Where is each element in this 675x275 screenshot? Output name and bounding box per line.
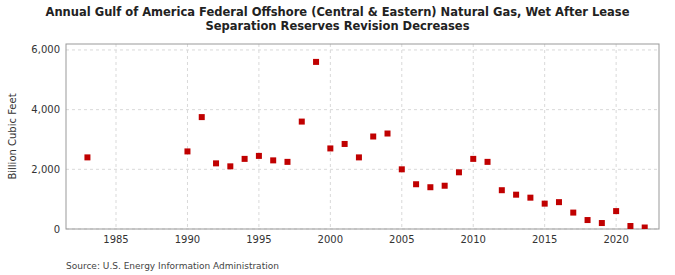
x-tick-label: 2015 [532, 234, 557, 245]
point [313, 59, 319, 65]
y-tick-label: 2,000 [31, 164, 60, 175]
point [413, 181, 419, 187]
point [427, 184, 433, 190]
point [213, 160, 219, 166]
point [327, 145, 333, 151]
point [499, 187, 505, 193]
ticks: 0 2,000 4,000 6,000 1985 1990 1995 2000 2005 2010… [31, 44, 628, 245]
point [456, 169, 462, 175]
grid [66, 44, 659, 229]
y-tick-label: 4,000 [31, 104, 60, 115]
point [256, 153, 262, 159]
point [370, 134, 376, 140]
point [627, 223, 633, 229]
grid-line-y [66, 109, 659, 110]
point [527, 195, 533, 201]
x-tick-label: 1995 [246, 234, 271, 245]
x-tick-label: 1990 [175, 234, 200, 245]
point [542, 201, 548, 207]
x-tick-label: 2000 [318, 234, 343, 245]
point [184, 148, 190, 154]
point [84, 154, 90, 160]
point [442, 183, 448, 189]
y-axis-label: Billion Cubic Feet [7, 93, 18, 179]
grid-line-x [401, 44, 402, 229]
point [227, 163, 233, 169]
x-tick-label: 2010 [461, 234, 486, 245]
point [299, 119, 305, 125]
x-tick-label: 2020 [603, 234, 628, 245]
grid-line-y [66, 49, 659, 50]
point [570, 210, 576, 216]
grid-line-x [258, 44, 259, 229]
point [284, 159, 290, 165]
point [485, 159, 491, 165]
chart: Annual Gulf of America Federal Offshore … [0, 0, 675, 275]
point [642, 225, 648, 229]
title: Annual Gulf of America Federal Offshore … [46, 5, 630, 33]
grid-line-x [116, 44, 117, 229]
grid-line-x [330, 44, 331, 229]
x-tick-label: 2005 [389, 234, 414, 245]
point [242, 156, 248, 162]
point [470, 156, 476, 162]
point [385, 131, 391, 137]
title-line: Separation Reserves Revision Decreases [205, 19, 469, 33]
points [84, 59, 647, 229]
plot-frame [66, 44, 659, 229]
point [399, 166, 405, 172]
title-line: Annual Gulf of America Federal Offshore … [46, 5, 630, 19]
x-tick-label: 1985 [103, 234, 128, 245]
source: Source: U.S. Energy Information Administ… [66, 261, 279, 271]
grid-line-x [473, 44, 474, 229]
point [356, 154, 362, 160]
point [342, 141, 348, 147]
point [270, 157, 276, 163]
point [599, 220, 605, 226]
point [199, 114, 205, 120]
grid-line-x [616, 44, 617, 229]
point [585, 217, 591, 223]
y-tick-label: 6,000 [31, 44, 60, 55]
point [513, 192, 519, 198]
grid-line-y [66, 169, 659, 170]
grid-line-x [187, 44, 188, 229]
y-tick-label: 0 [54, 224, 60, 235]
point [613, 208, 619, 214]
point [556, 199, 562, 205]
